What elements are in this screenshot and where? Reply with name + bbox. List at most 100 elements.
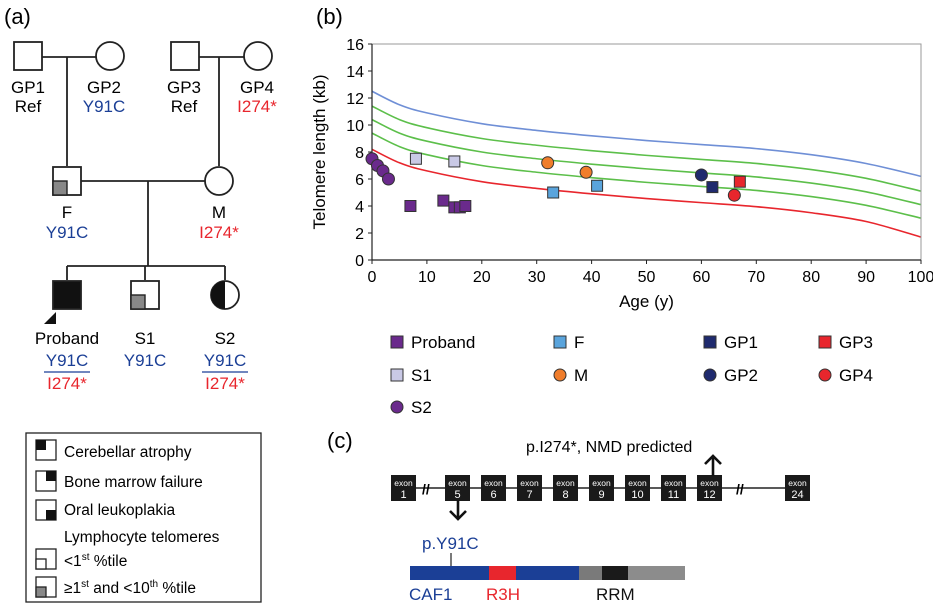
point-s1 (409, 152, 422, 165)
phenotype-key-box (25, 432, 262, 603)
legend-label-f: F (574, 333, 584, 352)
panel-label-a: (a) (4, 4, 31, 29)
proband-symbol (44, 280, 82, 324)
x-tick-label: 70 (747, 269, 765, 286)
legend-label-s1: S1 (411, 366, 432, 385)
legend-label-gp1: GP1 (724, 333, 758, 352)
exon-number: 11 (668, 489, 679, 501)
missense-arrow-icon (449, 500, 467, 521)
x-tick-label: 90 (857, 269, 875, 286)
protein-domain-bar (410, 566, 685, 580)
y-tick-label: 16 (346, 37, 364, 54)
key-leukoplakia-label: Oral leukoplakia (64, 502, 176, 519)
panel-label-c: (c) (327, 428, 353, 453)
legend-label-proband: Proband (411, 333, 475, 352)
exon-number: 12 (703, 489, 715, 501)
x-tick-label: 80 (802, 269, 820, 286)
x-tick-label: 50 (638, 269, 656, 286)
chart-legend: Proband F GP1 GP3 S1 M GP2 GP4 S2 (390, 333, 873, 417)
gp2-label: GP2 (87, 78, 121, 97)
legend-marker-gp3 (818, 335, 832, 349)
exon-number: 1 (400, 489, 406, 501)
mother-genotype: I274* (199, 223, 239, 242)
gp4-label: GP4 (240, 78, 274, 97)
panel-label-b: (b) (316, 4, 343, 29)
proband-label: Proband (35, 329, 99, 348)
nonsense-arrow-icon (704, 454, 722, 476)
gp4-genotype: I274* (237, 97, 277, 116)
rrm-label: RRM (596, 585, 635, 604)
x-tick-label: 100 (908, 269, 933, 286)
exon-word: exon (664, 478, 683, 488)
y-tick-label: 8 (355, 145, 364, 162)
legend-marker-gp1 (703, 335, 717, 349)
key-ge1-icon (35, 576, 57, 598)
s2-genotype-2: I274* (205, 374, 245, 393)
x-tick-label: 40 (583, 269, 601, 286)
caf1-label: CAF1 (409, 585, 452, 604)
x-axis-title: Age (y) (619, 292, 674, 311)
chart-axes: 0 2 4 6 8 10 12 14 16 0 10 20 30 40 50 60 70 80 90 100 (346, 37, 933, 286)
point-proband (437, 194, 450, 207)
s1-genotype: Y91C (124, 351, 167, 370)
x-tick-label: 30 (528, 269, 546, 286)
nonsense-annotation: p.I274*, NMD predicted (526, 439, 692, 456)
legend-marker-f (553, 335, 567, 349)
mother-label: M (212, 203, 226, 222)
exon-number: 8 (562, 489, 568, 501)
telomere-chart: 0 2 4 6 8 10 12 14 16 0 10 20 30 40 50 60 70 80 90 100 Telo… (310, 37, 933, 417)
x-tick-label: 60 (693, 269, 711, 286)
key-marrow-icon (35, 470, 57, 492)
legend-marker-proband (390, 335, 404, 349)
y-tick-label: 14 (346, 64, 364, 81)
exon-word: exon (394, 478, 413, 488)
exon-word: exon (520, 478, 539, 488)
exon-word: exon (556, 478, 575, 488)
point-s1 (448, 155, 461, 168)
point-gp2 (694, 168, 708, 182)
y-tick-label: 12 (346, 91, 364, 108)
father-label: F (62, 203, 72, 222)
legend-marker-m (553, 368, 567, 382)
missense-label: p.Y91C (422, 534, 479, 553)
exon-word: exon (788, 478, 807, 488)
key-marrow-label: Bone marrow failure (64, 474, 203, 491)
proband-genotype-1: Y91C (46, 351, 89, 370)
proband-arrow-icon (44, 312, 56, 324)
gp3-label: GP3 (167, 78, 201, 97)
point-f (547, 186, 560, 199)
caf1-domain-tail (516, 566, 579, 580)
legend-marker-gp2 (703, 368, 717, 382)
exon-number: 6 (490, 489, 496, 501)
exon-word: exon (628, 478, 647, 488)
point-m (579, 165, 593, 179)
percentile-curve-3 (371, 118, 922, 206)
y-tick-label: 10 (346, 118, 364, 135)
plot-frame (371, 43, 922, 261)
chart-points (365, 152, 746, 214)
exon-number: 24 (791, 489, 803, 501)
x-tick-label: 10 (418, 269, 436, 286)
key-telomeres-label: Lymphocyte telomeres (64, 529, 220, 546)
legend-label-s2: S2 (411, 398, 432, 417)
exon-number: 10 (631, 489, 643, 501)
exon-word: exon (448, 478, 467, 488)
legend-label-m: M (574, 366, 588, 385)
gene-panel: (c) p.I274*, NMD predicted exon1exon5exo… (327, 428, 810, 604)
gp1-genotype: Ref (15, 97, 42, 116)
point-gp1 (706, 181, 719, 194)
phenotype-key: Cerebellar atrophy Bone marrow failure O… (25, 432, 262, 603)
exon-number: 9 (598, 489, 604, 501)
gp4-symbol (243, 41, 273, 71)
r3h-domain (489, 566, 516, 580)
exon-word: exon (700, 478, 719, 488)
point-gp4 (727, 188, 741, 202)
exon-number: 7 (526, 489, 532, 501)
point-m (541, 156, 555, 170)
